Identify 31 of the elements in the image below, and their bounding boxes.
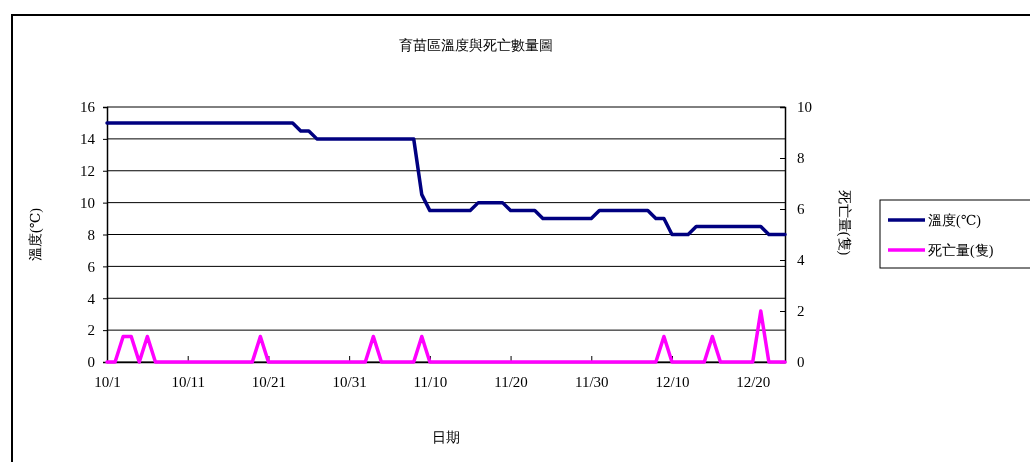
- y-tick-label: 8: [87, 226, 95, 243]
- x-axis-title: 日期: [432, 430, 460, 445]
- y-axis-title: 溫度(℃): [28, 207, 44, 261]
- x-tick-label: 10/21: [251, 373, 287, 390]
- y2-axis-title: 死亡量(隻): [836, 189, 852, 256]
- y2-tick-label: 10: [797, 99, 812, 116]
- y-tick-label: 14: [80, 131, 96, 148]
- x-tick-label: 12/20: [736, 373, 771, 390]
- chart-title: 育苗區溫度與死亡數量圖: [399, 37, 553, 53]
- y2-tick-label: 8: [797, 150, 805, 167]
- y2-tick-label: 6: [797, 201, 805, 218]
- line-series: [105, 121, 787, 237]
- x-tick-label: 10/1: [94, 373, 121, 390]
- x-tick-label: 10/31: [332, 373, 367, 390]
- legend-label: 溫度(℃): [928, 213, 982, 229]
- y2-tick-label: 4: [797, 252, 805, 269]
- y-tick-label: 12: [80, 163, 95, 180]
- y-tick-label: 2: [87, 322, 95, 339]
- y-tick-label: 6: [87, 258, 96, 275]
- legend-label: 死亡量(隻): [928, 243, 994, 259]
- y-tick-label: 10: [80, 194, 95, 211]
- x-tick-label: 11/10: [413, 373, 448, 390]
- x-tick-label: 12/10: [655, 373, 690, 390]
- y-tick-label: 16: [80, 99, 96, 116]
- y-tick-label: 4: [87, 290, 96, 307]
- y2-tick-label: 2: [797, 303, 805, 320]
- x-tick-label: 11/20: [494, 373, 528, 390]
- x-tick-label: 11/30: [574, 373, 609, 390]
- y-tick-label: 0: [87, 354, 95, 371]
- y2-tick-label: 0: [797, 354, 805, 371]
- x-tick-label: 10/11: [171, 373, 206, 390]
